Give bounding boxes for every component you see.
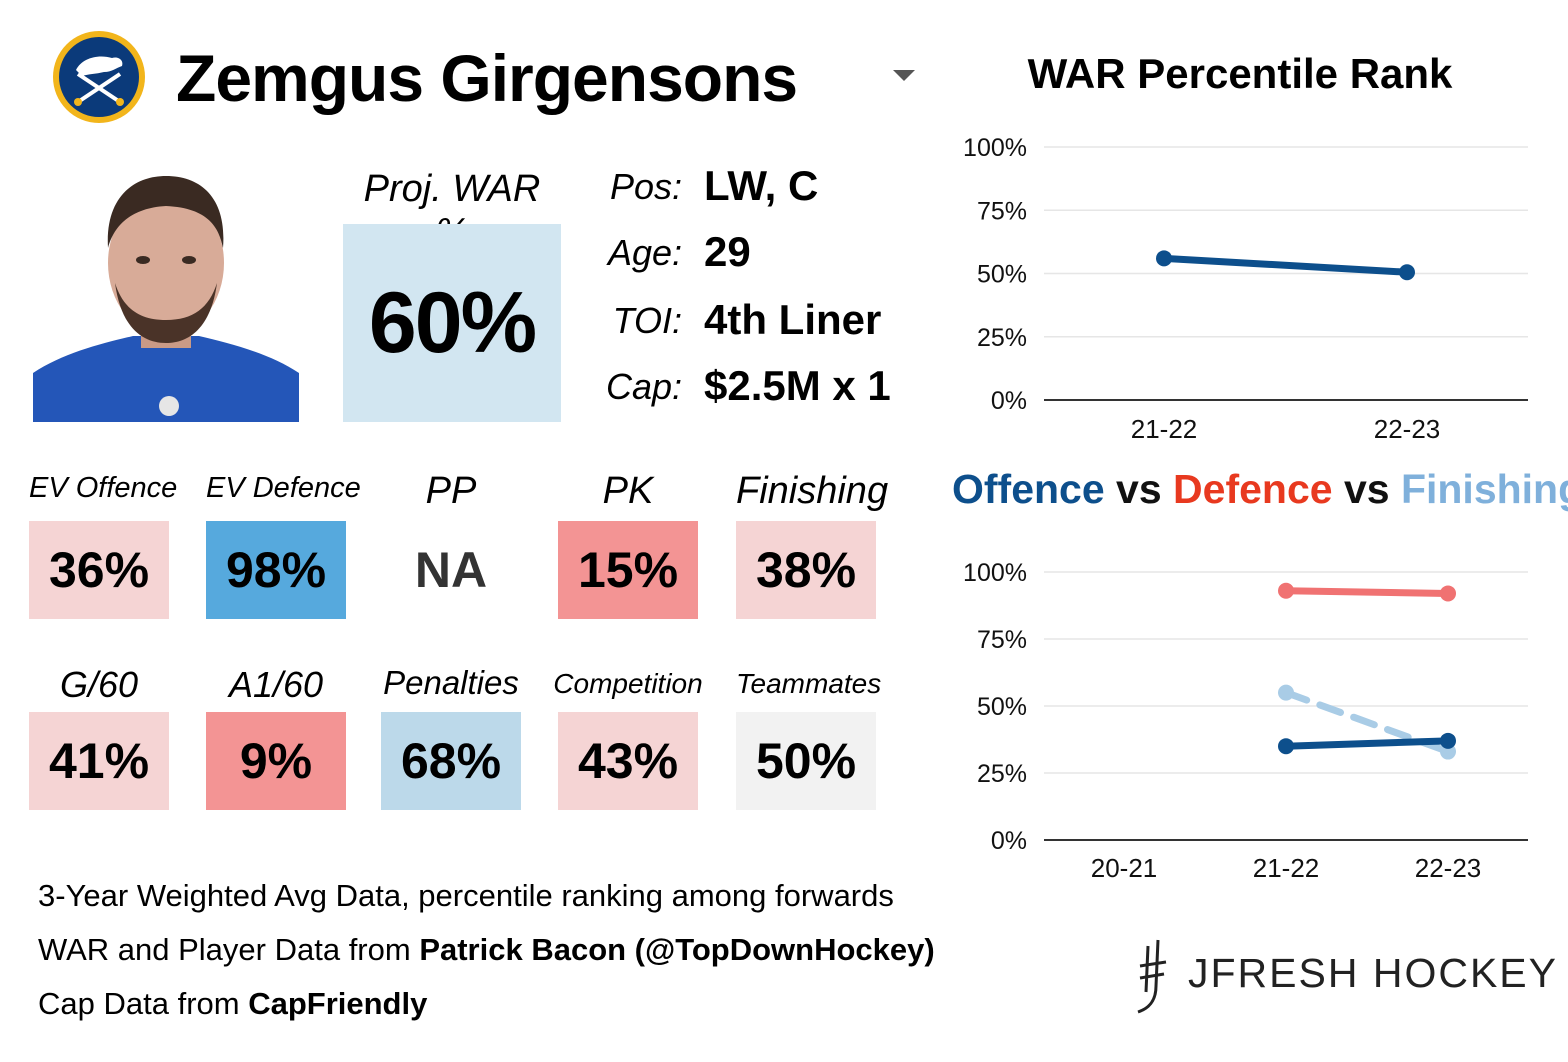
footer-line3-source: CapFriendly xyxy=(248,986,428,1021)
chart2-y-tick-label: 0% xyxy=(991,827,1027,855)
chart1-y-tick-label: 25% xyxy=(977,324,1027,352)
chart2-title-part2: Defence xyxy=(1173,466,1333,512)
stat-finishing-label: Finishing xyxy=(736,470,889,512)
chart1-y-tick-label: 50% xyxy=(977,261,1027,289)
chart1-y-tick-label: 75% xyxy=(977,197,1027,225)
stat-penalties-value: 68% xyxy=(381,712,521,810)
chart1-x-tick-label: 22-23 xyxy=(1374,414,1441,444)
chart2-series3-line xyxy=(1282,737,1452,750)
stat-ev-defence-value: 98% xyxy=(206,521,346,619)
stat-g60-value: 41% xyxy=(29,712,169,810)
info-toi-label: TOI: xyxy=(612,300,682,341)
footer-line3-prefix: Cap Data from xyxy=(38,986,249,1021)
stat-competition-label: Competition xyxy=(553,668,703,699)
stat-competition-value: 43% xyxy=(558,712,698,810)
info-cap-label: Cap: xyxy=(605,366,682,407)
stat-teammates-value: 50% xyxy=(736,712,876,810)
stat-pp-label: PP xyxy=(425,470,477,512)
stat-ev-offence-label: EV Offence xyxy=(29,472,178,504)
stat-a160-value: 9% xyxy=(206,712,346,810)
stat-ev-offence-value: 36% xyxy=(29,521,169,619)
chart2-x-tick-label: 21-22 xyxy=(1253,853,1320,883)
jfresh-logo-icon xyxy=(1137,939,1167,1014)
chart2-y-tick-label: 75% xyxy=(977,626,1027,654)
info-toi-value: 4th Liner xyxy=(704,296,882,343)
chart1-y-tick-label: 0% xyxy=(991,387,1027,415)
chart2-series1-line xyxy=(1282,587,1452,597)
chart2-series1-point xyxy=(1278,582,1294,599)
player-headshot-image xyxy=(33,168,299,422)
chart2-series3-point xyxy=(1278,738,1294,755)
info-age-label: Age: xyxy=(607,232,682,273)
footer-line2-source: Patrick Bacon (@TopDownHockey) xyxy=(419,932,935,967)
stat-g60-label: G/60 xyxy=(59,664,139,705)
stat-pk-label: PK xyxy=(602,470,654,512)
chart2-y-tick-label: 25% xyxy=(977,760,1027,788)
info-age-value: 29 xyxy=(704,228,751,275)
info-cap-value: $2.5M x 1 xyxy=(704,362,891,409)
brand-name: JFRESH HOCKEY xyxy=(1188,950,1558,996)
chart2-title-part0: Offence xyxy=(952,466,1105,512)
chart2-series1-point xyxy=(1440,585,1456,602)
chart2-x-tick-label: 22-23 xyxy=(1415,853,1482,883)
chart2-title-part4: Finishing xyxy=(1400,466,1568,512)
chart1-y-tick-label: 100% xyxy=(963,134,1027,162)
proj-war-value: 60% xyxy=(343,224,561,422)
chart2-series2-point xyxy=(1278,684,1294,701)
info-pos-value: LW, C xyxy=(704,162,819,209)
chart2-title-part1: vs xyxy=(1104,466,1174,512)
footer-note-line1: 3-Year Weighted Avg Data, percentile ran… xyxy=(38,878,894,913)
stat-pk-value: 15% xyxy=(558,521,698,619)
chart2-y-tick-label: 100% xyxy=(963,559,1027,587)
chart2-y-tick-label: 50% xyxy=(977,693,1027,721)
player-name: Zemgus Girgensons xyxy=(176,41,798,115)
chart2-title-part3: vs xyxy=(1332,466,1401,512)
chart2-series3-point xyxy=(1440,732,1456,749)
stat-ev-defence-label: EV Defence xyxy=(206,472,361,504)
chart2-x-tick-label: 20-21 xyxy=(1091,853,1158,883)
chart1-series1-line xyxy=(1160,254,1411,276)
chart1-series1-point xyxy=(1156,250,1172,267)
chart2-title: Offence vs Defence vs Finishing xyxy=(952,466,1568,513)
stat-penalties-label: Penalties xyxy=(383,664,519,701)
chart1-x-tick-label: 21-22 xyxy=(1131,414,1198,444)
footer-note-line3: Cap Data from CapFriendly xyxy=(38,986,427,1022)
chart1-series1-point xyxy=(1399,264,1415,281)
stat-pp-value: NA xyxy=(381,521,521,619)
stat-a160-label: A1/60 xyxy=(228,664,324,705)
stat-finishing-value: 38% xyxy=(736,521,876,619)
footer-note-line2: WAR and Player Data from Patrick Bacon (… xyxy=(38,932,935,968)
footer-line2-prefix: WAR and Player Data from xyxy=(38,932,420,967)
player-select-dropdown-icon[interactable] xyxy=(893,70,915,81)
info-pos-label: Pos: xyxy=(609,166,682,207)
sabres-logo-icon xyxy=(53,31,145,123)
stat-teammates-label: Teammates xyxy=(736,668,882,699)
chart1-title: WAR Percentile Rank xyxy=(1027,50,1453,97)
